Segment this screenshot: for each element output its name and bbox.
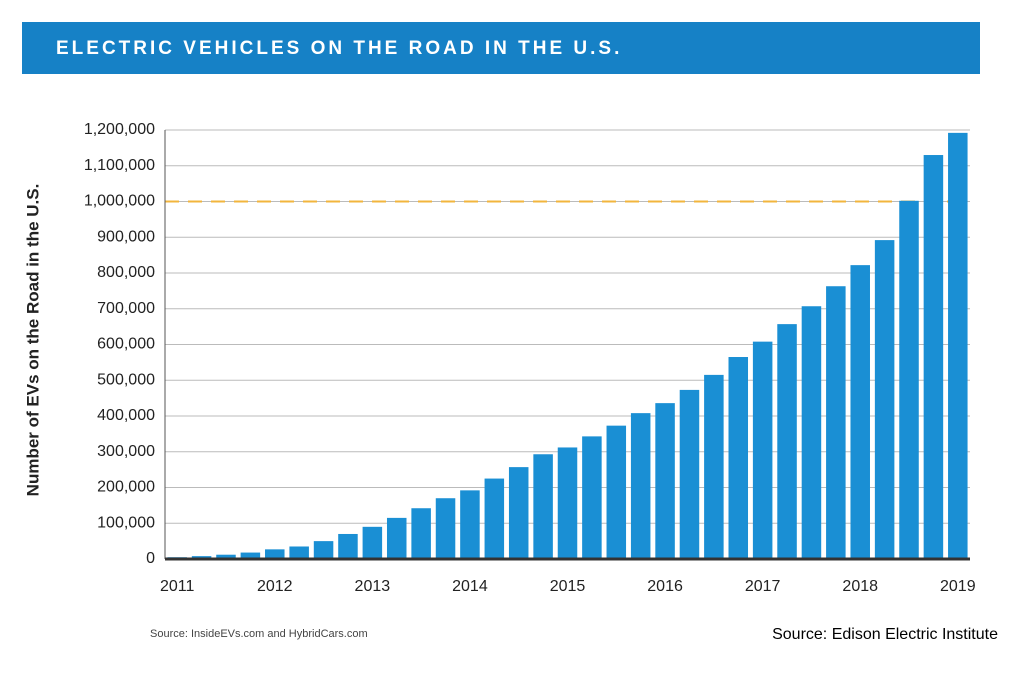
bar bbox=[557, 447, 578, 559]
x-tick-label: 2011 bbox=[160, 578, 195, 595]
bar bbox=[777, 324, 797, 559]
chart-title: ELECTRIC VEHICLES ON THE ROAD IN THE U.S… bbox=[56, 38, 622, 59]
bar bbox=[411, 508, 431, 559]
bar bbox=[655, 403, 675, 559]
bar bbox=[533, 454, 553, 559]
x-tick-label: 2016 bbox=[647, 578, 683, 595]
bar bbox=[899, 200, 919, 559]
y-tick-label: 400,000 bbox=[97, 407, 155, 424]
y-tick-label: 500,000 bbox=[97, 371, 155, 388]
x-tick-label: 2014 bbox=[452, 578, 488, 595]
bar bbox=[801, 306, 822, 559]
bar bbox=[240, 552, 261, 559]
y-tick-label: 1,000,000 bbox=[84, 193, 155, 210]
y-tick-label: 700,000 bbox=[97, 300, 155, 317]
y-tick-label: 0 bbox=[146, 550, 155, 567]
y-tick-label: 800,000 bbox=[97, 264, 155, 281]
bar bbox=[460, 490, 480, 559]
bar bbox=[923, 155, 944, 559]
y-tick-label: 200,000 bbox=[97, 479, 155, 496]
title-banner bbox=[22, 22, 980, 74]
bar bbox=[679, 389, 700, 559]
bar bbox=[874, 240, 895, 560]
x-tick-label: 2013 bbox=[355, 578, 391, 595]
x-tick-label: 2017 bbox=[745, 578, 781, 595]
bar bbox=[265, 549, 285, 559]
y-tick-label: 100,000 bbox=[97, 514, 155, 531]
bar bbox=[826, 286, 846, 559]
bar bbox=[508, 467, 529, 559]
bar bbox=[338, 533, 358, 559]
source-note: Source: InsideEVs.com and HybridCars.com bbox=[150, 628, 368, 640]
source-credit: Source: Edison Electric Institute bbox=[772, 626, 998, 643]
x-tick-label: 2012 bbox=[257, 578, 293, 595]
bar bbox=[752, 341, 773, 559]
bar bbox=[289, 546, 309, 559]
bar bbox=[728, 357, 749, 559]
bar bbox=[850, 265, 870, 559]
y-tick-label: 600,000 bbox=[97, 336, 155, 353]
bar bbox=[948, 132, 968, 560]
y-tick-label: 900,000 bbox=[97, 228, 155, 245]
y-tick-label: 300,000 bbox=[97, 443, 155, 460]
bar bbox=[484, 478, 505, 559]
y-tick-label: 1,100,000 bbox=[84, 157, 155, 174]
bar bbox=[606, 425, 627, 559]
bar bbox=[582, 436, 602, 559]
x-tick-label: 2015 bbox=[550, 578, 586, 595]
x-tick-label: 2019 bbox=[940, 578, 976, 595]
bar bbox=[630, 413, 651, 559]
bar bbox=[704, 374, 724, 559]
bar bbox=[216, 554, 236, 559]
bar bbox=[313, 541, 334, 559]
y-tick-label: 1,200,000 bbox=[84, 121, 155, 138]
bar bbox=[386, 517, 407, 559]
x-tick-label: 2018 bbox=[842, 578, 878, 595]
bar bbox=[435, 498, 456, 559]
y-axis-label: Number of EVs on the Road in the U.S. bbox=[23, 184, 42, 497]
bar bbox=[362, 526, 383, 559]
